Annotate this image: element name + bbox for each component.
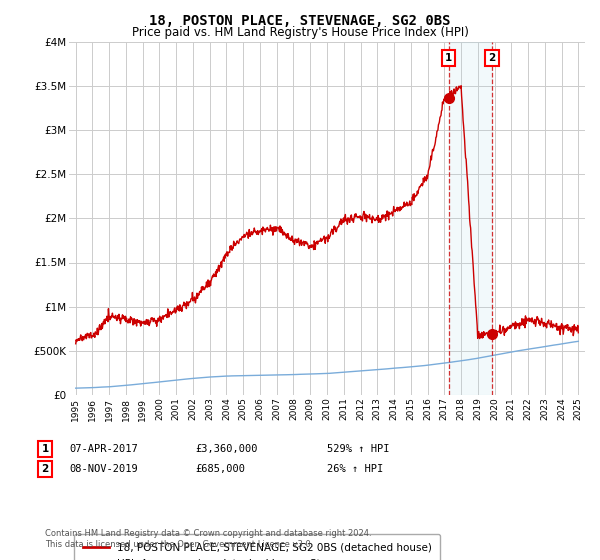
Text: Price paid vs. HM Land Registry's House Price Index (HPI): Price paid vs. HM Land Registry's House … — [131, 26, 469, 39]
Text: 1: 1 — [41, 444, 49, 454]
Text: £685,000: £685,000 — [195, 464, 245, 474]
Text: 529% ↑ HPI: 529% ↑ HPI — [327, 444, 389, 454]
Text: 08-NOV-2019: 08-NOV-2019 — [69, 464, 138, 474]
Text: 2: 2 — [488, 53, 496, 63]
Text: 18, POSTON PLACE, STEVENAGE, SG2 0BS: 18, POSTON PLACE, STEVENAGE, SG2 0BS — [149, 14, 451, 28]
Text: 2: 2 — [41, 464, 49, 474]
Text: £3,360,000: £3,360,000 — [195, 444, 257, 454]
Text: 07-APR-2017: 07-APR-2017 — [69, 444, 138, 454]
Text: 26% ↑ HPI: 26% ↑ HPI — [327, 464, 383, 474]
Text: 1: 1 — [445, 53, 452, 63]
Bar — [449, 42, 492, 395]
Legend: 18, POSTON PLACE, STEVENAGE, SG2 0BS (detached house), HPI: Average price, detac: 18, POSTON PLACE, STEVENAGE, SG2 0BS (de… — [74, 534, 440, 560]
Text: Contains HM Land Registry data © Crown copyright and database right 2024.
This d: Contains HM Land Registry data © Crown c… — [45, 529, 371, 549]
